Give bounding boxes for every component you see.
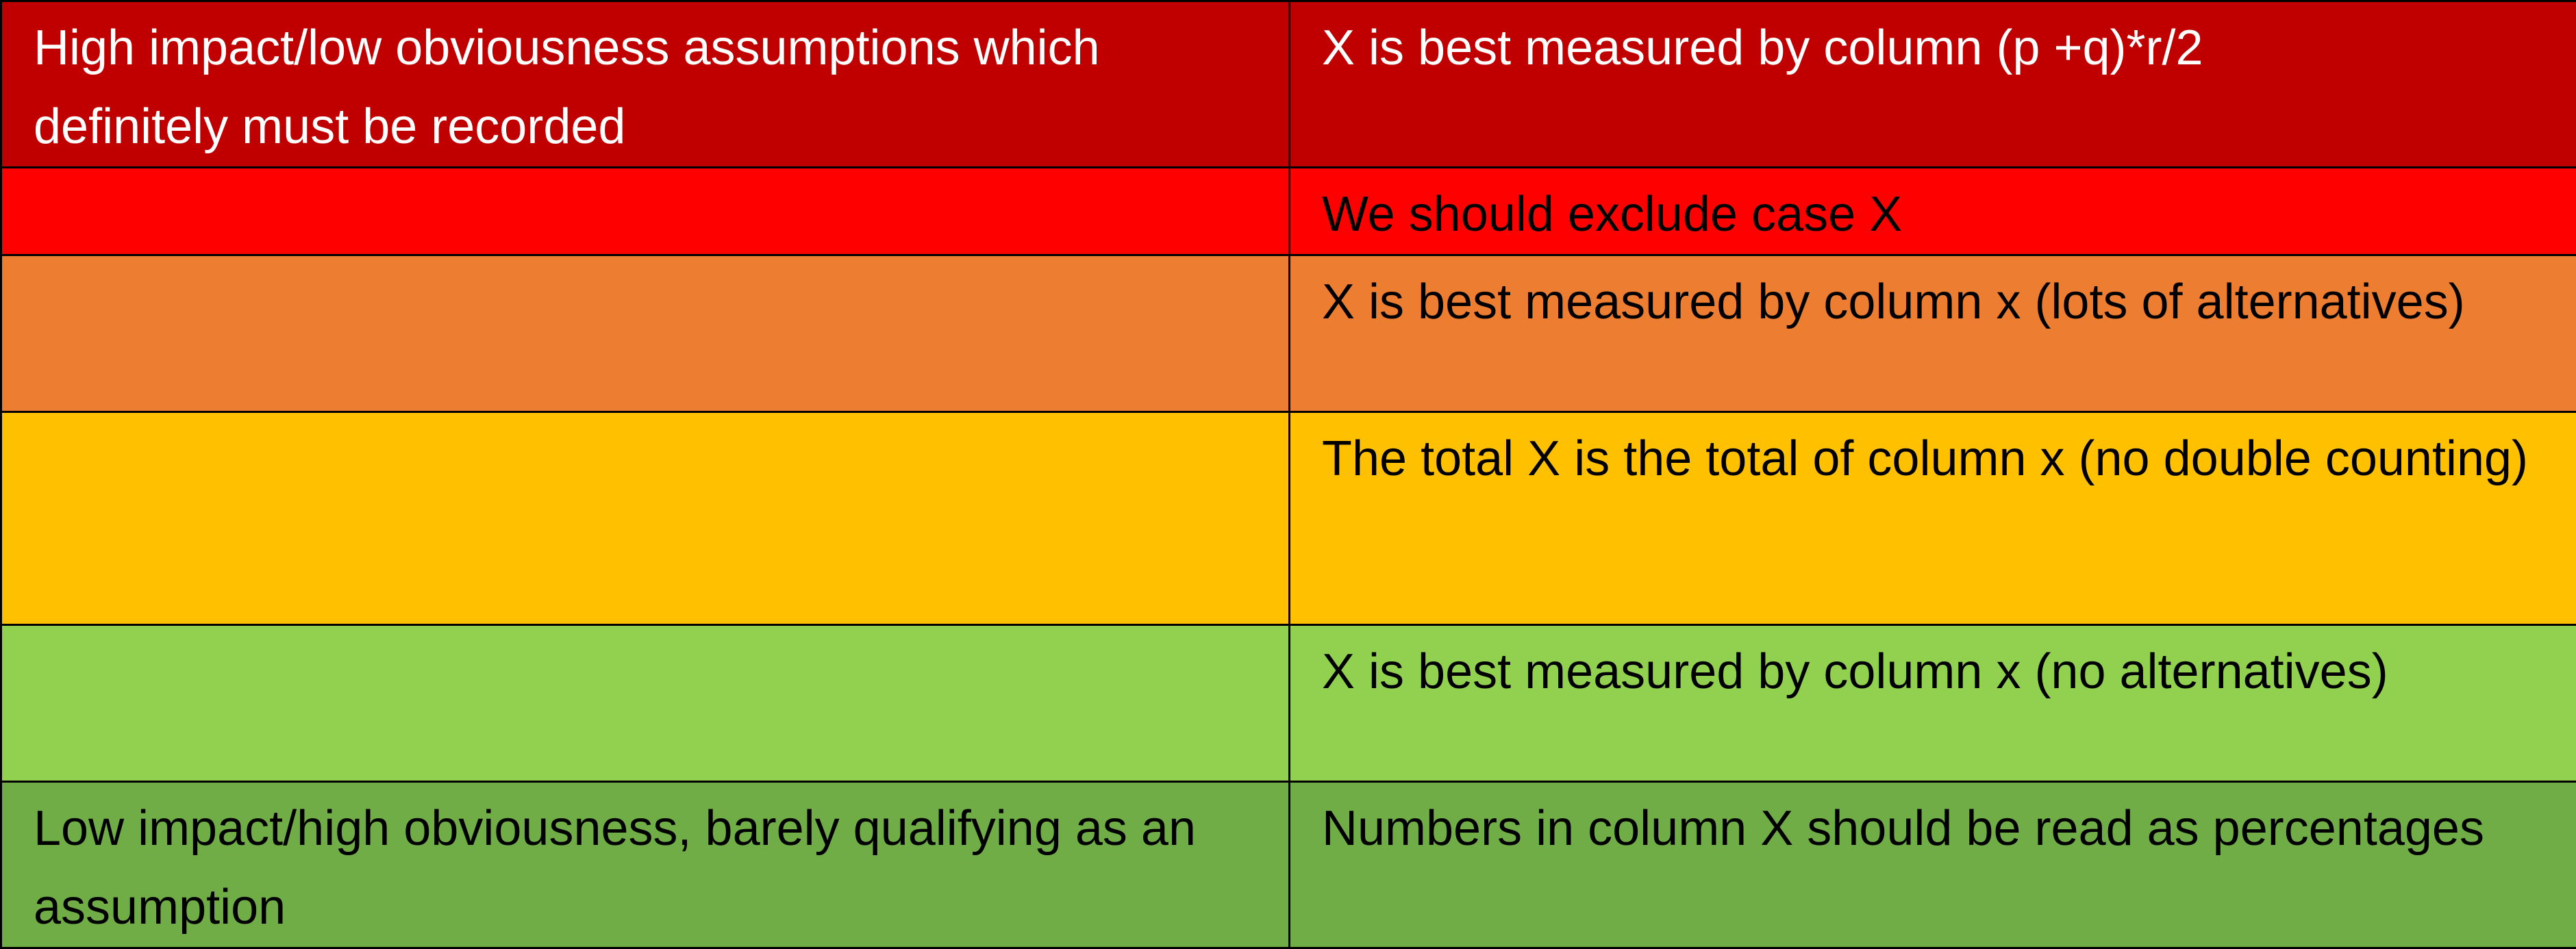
- row-5-category-cell: [1, 625, 1290, 782]
- row-2-example-cell: We should exclude case X: [1290, 168, 2576, 255]
- matrix-row-5: X is best measured by column x (no alter…: [1, 625, 2576, 782]
- row-4-category-cell: [1, 412, 1290, 625]
- row-1-example-cell: X is best measured by column (p +q)*r/2: [1290, 1, 2576, 168]
- matrix-row-high-impact: High impact/low obviousness assumptions …: [1, 1, 2576, 168]
- row-2-category-cell: [1, 168, 1290, 255]
- matrix-row-2: We should exclude case X: [1, 168, 2576, 255]
- matrix-row-low-impact: Low impact/high obviousness, barely qual…: [1, 782, 2576, 948]
- row-4-example-cell: The total X is the total of column x (no…: [1290, 412, 2576, 625]
- row-5-example-cell: X is best measured by column x (no alter…: [1290, 625, 2576, 782]
- row-1-category-cell: High impact/low obviousness assumptions …: [1, 1, 1290, 168]
- row-6-example-cell: Numbers in column X should be read as pe…: [1290, 782, 2576, 948]
- matrix-row-4: The total X is the total of column x (no…: [1, 412, 2576, 625]
- row-6-category-cell: Low impact/high obviousness, barely qual…: [1, 782, 1290, 948]
- row-3-category-cell: [1, 255, 1290, 412]
- matrix-row-3: X is best measured by column x (lots of …: [1, 255, 2576, 412]
- row-3-example-cell: X is best measured by column x (lots of …: [1290, 255, 2576, 412]
